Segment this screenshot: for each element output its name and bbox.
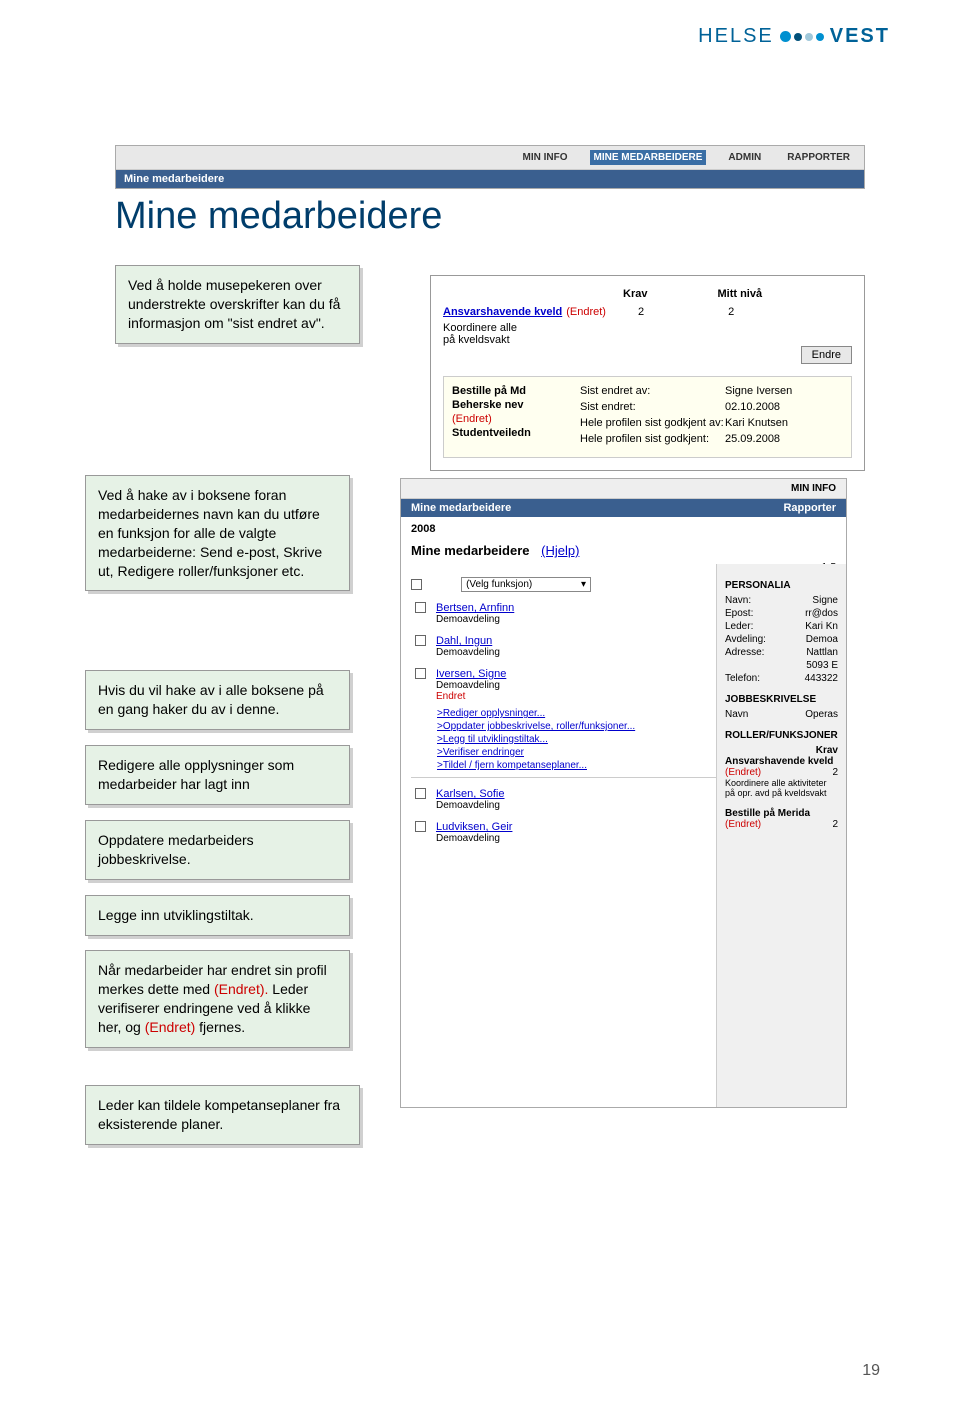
callout-check-all: Hvis du vil hake av i alle boksene på en… [85,670,350,730]
dot-icon [805,33,813,41]
page-number: 19 [862,1362,880,1380]
callout-endret-verify: Når medarbeider har endret sin profil me… [85,950,350,1048]
callout-edit-info: Redigere alle opplysninger som medarbeid… [85,745,350,805]
row-checkbox[interactable] [415,788,426,799]
tabs-bar: MIN INFO MINE MEDARBEIDERE ADMIN RAPPORT… [116,146,864,170]
logo-helse-text: HELSE [698,25,774,48]
chevron-down-icon: ▾ [581,579,586,590]
dot-icon [816,33,824,41]
row-checkbox[interactable] [415,602,426,613]
tab-mine-medarbeidere[interactable]: MINE MEDARBEIDERE [590,150,707,165]
callout-hover-info: Ved å holde musepekeren over understrekt… [115,265,360,344]
callout-checkbox-functions: Ved å hake av i boksene foran medarbeide… [85,475,350,591]
popup-side-links: Bestille på Md Beherske nev (Endret) Stu… [452,385,572,441]
callout-assign-plans: Leder kan tildele kompetanseplaner fra e… [85,1085,360,1145]
tab-min-info[interactable]: MIN INFO [519,150,572,165]
sidepanel-heading: ROLLER/FUNKSJONER [725,730,838,741]
personalia-sidepanel: PERSONALIA Navn:Signe Epost:rr@dos Leder… [716,564,846,1108]
callout-dev-actions: Legge inn utviklingstiltak. [85,895,350,936]
top-screenshot-panel: MIN INFO MINE MEDARBEIDERE ADMIN RAPPORT… [115,145,865,189]
sidepanel-heading: JOBBESKRIVELSE [725,694,838,705]
popup-header: Krav Mitt nivå [623,288,852,300]
section-heading: Mine medarbeidere (Hjelp) [411,543,836,558]
tab-rapporter[interactable]: RAPPORTER [783,150,854,165]
row-checkbox[interactable] [415,635,426,646]
right-blue-bar: Mine medarbeidere Rapporter [401,499,846,517]
help-link[interactable]: (Hjelp) [541,543,579,558]
logo-dots-icon [780,31,824,42]
logo: HELSE VEST [698,25,890,48]
page-title: Mine medarbeidere [115,195,442,238]
tooltip-popup: Krav Mitt nivå Ansvarshavende kveld (End… [430,275,865,471]
logo-vest-text: VEST [830,25,890,48]
function-select[interactable]: (Velg funksjon) ▾ [461,577,591,592]
year-label: 2008 [411,523,836,535]
tab-admin[interactable]: ADMIN [724,150,765,165]
check-all-checkbox[interactable] [411,579,422,590]
sidepanel-heading: PERSONALIA [725,580,838,591]
popup-role-link[interactable]: Ansvarshavende kveld [443,306,562,318]
row-checkbox[interactable] [415,668,426,679]
callout-update-job: Oppdatere medarbeiders jobbeskrivelse. [85,820,350,880]
subheader-bar: Mine medarbeidere [116,170,864,188]
endret-badge: (Endret) [566,306,606,318]
dot-icon [794,33,802,41]
right-top-tabs: MIN INFO [401,479,846,499]
tab-min-info[interactable]: MIN INFO [791,483,836,494]
right-screenshot-panel: MIN INFO Mine medarbeidere Rapporter 200… [400,478,847,1108]
dot-icon [780,31,791,42]
row-checkbox[interactable] [415,821,426,832]
endre-button[interactable]: Endre [801,346,852,364]
